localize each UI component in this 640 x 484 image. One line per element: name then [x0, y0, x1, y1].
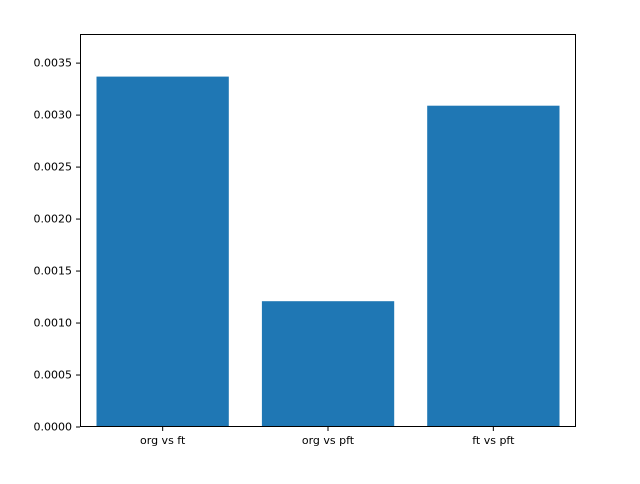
bar-2 [427, 105, 560, 427]
y-tick-label: 0.0035 [34, 57, 73, 70]
x-tick-label: org vs pft [302, 434, 355, 447]
y-tick-label: 0.0025 [34, 161, 73, 174]
x-tick-label: org vs ft [140, 434, 186, 447]
y-tick-label: 0.0020 [34, 213, 73, 226]
y-tick-label: 0.0010 [34, 317, 73, 330]
x-tick-label: ft vs pft [472, 434, 515, 447]
bar-1 [261, 301, 395, 427]
y-tick-label: 0.0030 [34, 109, 73, 122]
y-tick-label: 0.0005 [34, 369, 73, 382]
y-tick-label: 0.0000 [34, 421, 73, 434]
y-tick-label: 0.0015 [34, 265, 73, 278]
bar-0 [96, 76, 229, 427]
axes-box [80, 34, 576, 427]
